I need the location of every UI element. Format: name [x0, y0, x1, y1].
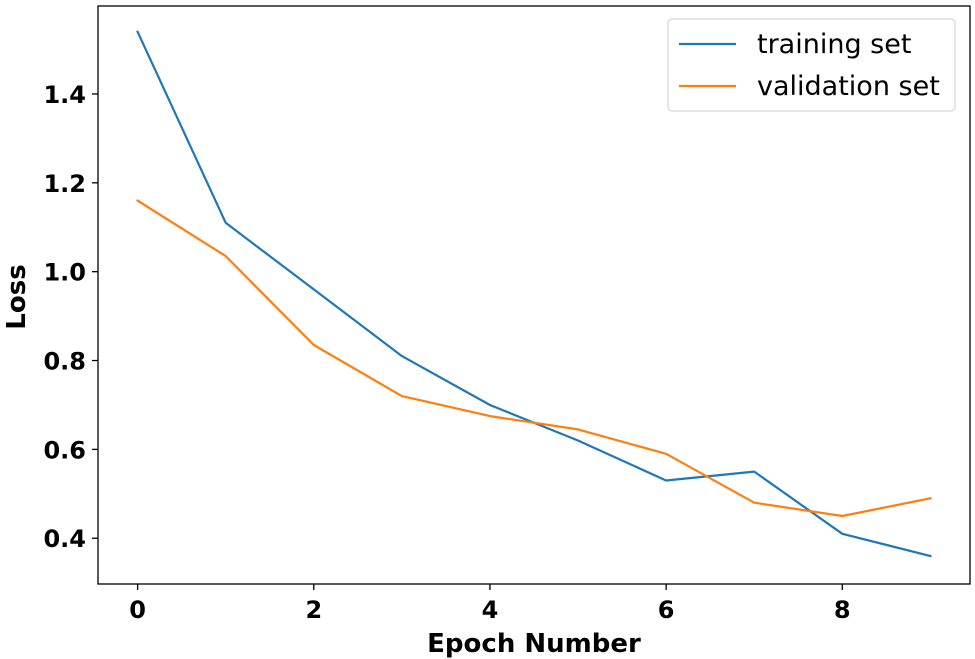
legend-label: training set: [757, 29, 911, 60]
x-tick-label: 6: [658, 596, 675, 624]
series-line-validation-set: [136, 199, 932, 518]
y-tick-label: 1.2: [43, 170, 86, 198]
plot-frame: [97, 5, 971, 585]
legend: training set validation set: [667, 18, 956, 112]
y-tick-label: 1.0: [43, 259, 86, 287]
y-tick-label: 0.6: [43, 436, 86, 464]
x-axis: 0 2 4 6 8: [129, 584, 851, 624]
legend-label: validation set: [757, 71, 940, 102]
y-tick-label: 0.8: [43, 348, 86, 376]
y-tick-label: 0.4: [43, 525, 86, 553]
y-tick-label: 1.4: [43, 81, 86, 109]
series-layer: [136, 30, 932, 558]
y-axis-title: Loss: [2, 264, 32, 329]
x-tick-label: 8: [834, 596, 851, 624]
x-tick-label: 2: [305, 596, 322, 624]
x-axis-title: Epoch Number: [427, 629, 641, 659]
y-axis: 0.4 0.6 0.8 1.0 1.2 1.4: [43, 81, 98, 553]
x-tick-label: 0: [129, 596, 146, 624]
x-tick-label: 4: [482, 596, 499, 624]
legend-box: [667, 18, 956, 112]
